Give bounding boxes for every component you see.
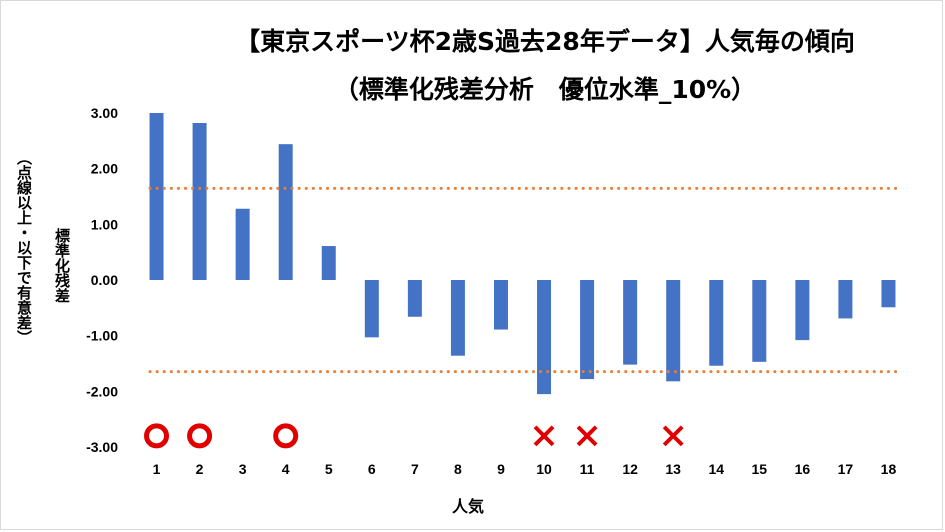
y-tick-label: -3.00 <box>86 439 118 455</box>
bar-7 <box>407 280 422 317</box>
x-tick-label: 18 <box>881 461 897 477</box>
chart-subtitle: （標準化残差分析 優位水準_10%） <box>333 75 757 104</box>
x-tick-label: 17 <box>838 461 854 477</box>
bar-8 <box>450 280 465 356</box>
x-tick-label: 14 <box>708 461 724 477</box>
bar-9 <box>493 280 508 330</box>
bar-18 <box>881 280 896 308</box>
x-tick-label: 13 <box>665 461 681 477</box>
x-tick-label: 7 <box>411 461 419 477</box>
y-tick-label: 1.00 <box>91 216 118 232</box>
x-tick-label: 11 <box>580 461 595 477</box>
bar-2 <box>192 123 207 281</box>
bar-13 <box>666 280 681 382</box>
x-tick-label: 16 <box>795 461 811 477</box>
y-axis-note: （点線以上・以下で有意差） <box>15 150 33 345</box>
x-tick-label: 15 <box>752 461 768 477</box>
bar-16 <box>795 280 810 341</box>
cross-marker-13 <box>662 425 684 447</box>
bar-10 <box>537 280 552 395</box>
x-tick-label: 5 <box>325 461 333 477</box>
bar-17 <box>838 280 853 319</box>
bar-11 <box>580 280 595 380</box>
y-tick-label: -2.00 <box>86 383 118 399</box>
bar-3 <box>235 208 250 280</box>
x-tick-label: 9 <box>497 461 505 477</box>
y-tick-label: 2.00 <box>91 161 118 177</box>
cross-marker-11 <box>576 425 598 447</box>
cross-stroke <box>576 425 598 447</box>
bar-14 <box>709 280 724 366</box>
x-axis-label: 人気 <box>452 497 485 516</box>
circle-marker-2 <box>187 423 213 449</box>
circle-marker-1 <box>144 423 170 449</box>
x-tick-label: 10 <box>536 461 552 477</box>
y-tick-label: 3.00 <box>91 105 118 121</box>
bar-15 <box>752 280 767 362</box>
x-tick-label: 12 <box>622 461 638 477</box>
chart-title: 【東京スポーツ杯2歳S過去28年データ】人気毎の傾向 <box>235 27 855 56</box>
x-tick-label: 8 <box>454 461 462 477</box>
y-tick-label: -1.00 <box>86 328 118 344</box>
y-tick-label: 0.00 <box>91 272 118 288</box>
bar-4 <box>278 144 293 280</box>
bar-6 <box>364 280 379 338</box>
x-tick-label: 3 <box>239 461 247 477</box>
x-tick-label: 4 <box>282 461 290 477</box>
cross-marker-10 <box>533 425 555 447</box>
x-tick-label: 6 <box>368 461 376 477</box>
circle-marker-4 <box>273 423 299 449</box>
x-tick-label: 2 <box>196 461 204 477</box>
bar-1 <box>149 113 164 280</box>
x-tick-label: 1 <box>153 461 161 477</box>
cross-stroke <box>533 425 555 447</box>
bar-5 <box>321 246 336 280</box>
bar-12 <box>623 280 638 365</box>
cross-stroke <box>662 425 684 447</box>
y-axis-label: 標準化残差 <box>53 228 71 303</box>
